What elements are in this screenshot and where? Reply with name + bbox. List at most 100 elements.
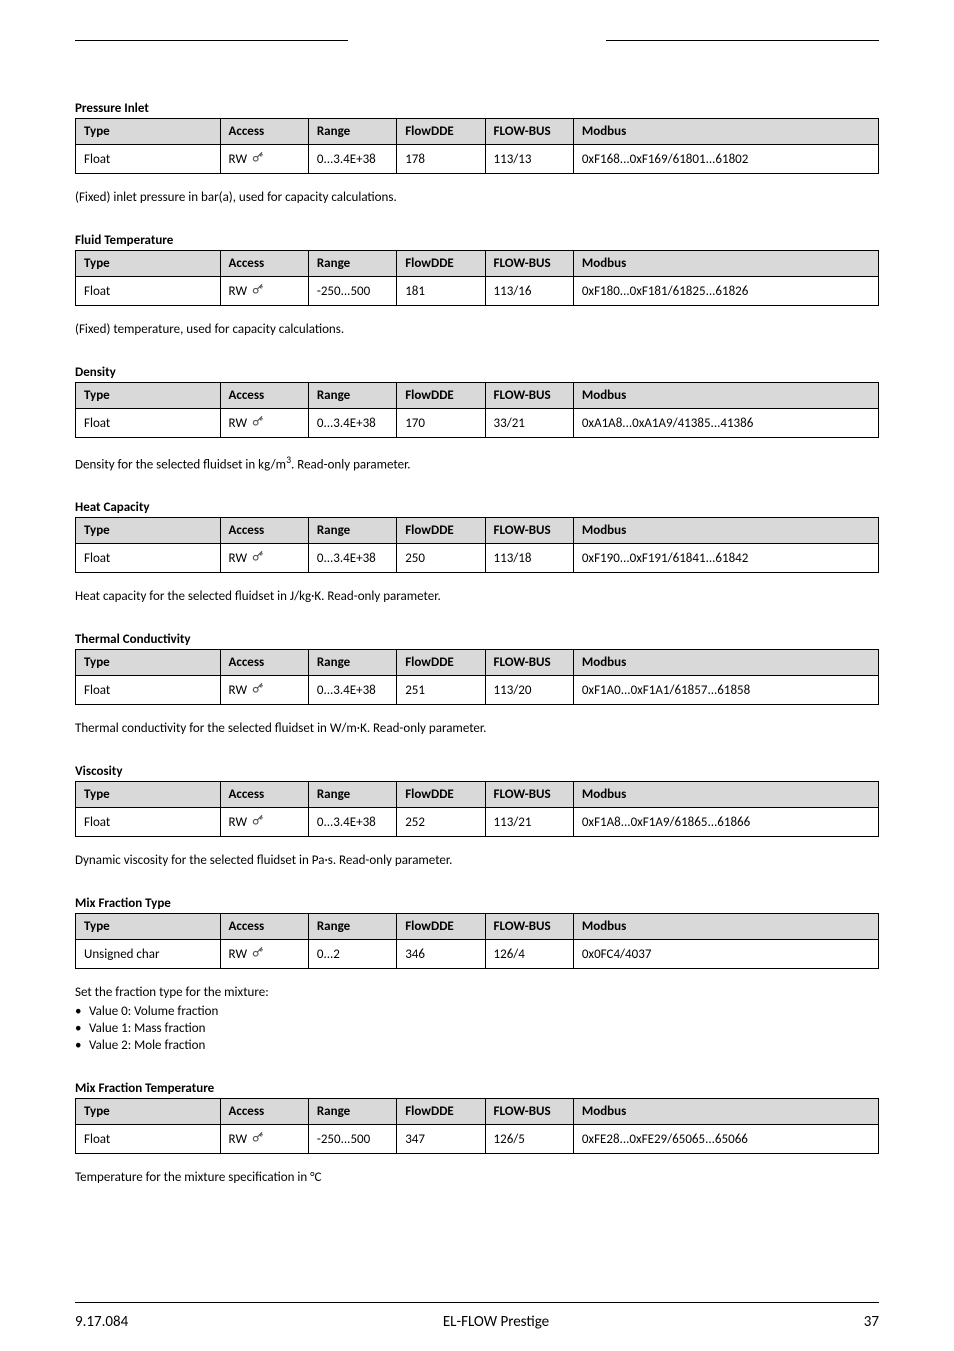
th-access: Access <box>220 782 308 808</box>
key-icon <box>251 414 265 432</box>
th-type: Type <box>76 119 221 145</box>
th-flowbus: FLOW-BUS <box>485 383 573 409</box>
th-flowbus: FLOW-BUS <box>485 782 573 808</box>
param-section: Mix Fraction Type TypeAccessRangeFlowDDEF… <box>75 896 879 1053</box>
th-access: Access <box>220 383 308 409</box>
footer-product: EL-FLOW Prestige <box>443 1313 549 1331</box>
cell-flowdde: 178 <box>397 145 485 174</box>
th-range: Range <box>308 782 396 808</box>
th-flowdde: FlowDDE <box>397 914 485 940</box>
th-type: Type <box>76 782 221 808</box>
cell-flowdde: 252 <box>397 808 485 837</box>
cell-flowdde: 250 <box>397 544 485 573</box>
th-range: Range <box>308 518 396 544</box>
access-value: RW <box>229 551 248 566</box>
table-row: Unsigned charRW0...2346126/40x0FC4/4037 <box>76 940 879 969</box>
th-flowbus: FLOW-BUS <box>485 914 573 940</box>
th-type: Type <box>76 383 221 409</box>
th-range: Range <box>308 914 396 940</box>
param-title: Mix Fraction Temperature <box>75 1081 879 1096</box>
th-modbus: Modbus <box>573 518 878 544</box>
cell-type: Float <box>76 145 221 174</box>
cell-modbus: 0xF1A8...0xF1A9/61865...61866 <box>573 808 878 837</box>
cell-modbus: 0xF190...0xF191/61841...61842 <box>573 544 878 573</box>
th-flowdde: FlowDDE <box>397 518 485 544</box>
cell-flowbus: 113/21 <box>485 808 573 837</box>
param-section: Mix Fraction TemperatureTypeAccessRangeF… <box>75 1081 879 1185</box>
th-modbus: Modbus <box>573 251 878 277</box>
access-value: RW <box>229 683 248 698</box>
cell-flowbus: 113/18 <box>485 544 573 573</box>
cell-range: 0...3.4E+38 <box>308 676 396 705</box>
access-value: RW <box>229 152 248 167</box>
param-title: Viscosity <box>75 764 879 779</box>
param-title: Mix Fraction Type <box>75 896 879 911</box>
cell-range: 0...2 <box>308 940 396 969</box>
param-section: ViscosityTypeAccessRangeFlowDDEFLOW-BUSM… <box>75 764 879 868</box>
table-row: FloatRW0...3.4E+38250113/180xF190...0xF1… <box>76 544 879 573</box>
param-description: Density for the selected fluidset in kg/… <box>75 454 879 472</box>
key-icon <box>251 150 265 168</box>
cell-flowbus: 126/4 <box>485 940 573 969</box>
th-access: Access <box>220 518 308 544</box>
key-icon <box>251 1130 265 1148</box>
param-table: TypeAccessRangeFlowDDEFLOW-BUSModbusFloa… <box>75 250 879 306</box>
param-title: Thermal Conductivity <box>75 632 879 647</box>
th-flowbus: FLOW-BUS <box>485 518 573 544</box>
param-table: TypeAccessRangeFlowDDEFLOW-BUSModbusUnsi… <box>75 913 879 969</box>
cell-access: RW <box>220 544 308 573</box>
access-value: RW <box>229 1132 248 1147</box>
footer-page: 37 <box>864 1313 879 1331</box>
cell-access: RW <box>220 1125 308 1154</box>
table-row: FloatRW-250...500347126/50xFE28...0xFE29… <box>76 1125 879 1154</box>
access-value: RW <box>229 815 248 830</box>
cell-type: Float <box>76 544 221 573</box>
th-flowdde: FlowDDE <box>397 650 485 676</box>
cell-range: 0...3.4E+38 <box>308 808 396 837</box>
cell-range: -250...500 <box>308 1125 396 1154</box>
cell-type: Float <box>76 409 221 438</box>
th-range: Range <box>308 383 396 409</box>
table-row: FloatRW0...3.4E+38251113/200xF1A0...0xF1… <box>76 676 879 705</box>
bullet-item: Value 2: Mole fraction <box>75 1038 879 1053</box>
footer-doc-id: 9.17.084 <box>75 1313 128 1331</box>
th-flowdde: FlowDDE <box>397 782 485 808</box>
cell-flowdde: 181 <box>397 277 485 306</box>
th-flowdde: FlowDDE <box>397 119 485 145</box>
table-row: FloatRW0...3.4E+38178113/130xF168...0xF1… <box>76 145 879 174</box>
th-flowbus: FLOW-BUS <box>485 119 573 145</box>
param-title: Fluid Temperature <box>75 233 879 248</box>
param-table: TypeAccessRangeFlowDDEFLOW-BUSModbusFloa… <box>75 382 879 438</box>
th-range: Range <box>308 1099 396 1125</box>
param-title: Pressure Inlet <box>75 101 879 116</box>
th-modbus: Modbus <box>573 1099 878 1125</box>
th-range: Range <box>308 251 396 277</box>
cell-modbus: 0xA1A8...0xA1A9/41385...41386 <box>573 409 878 438</box>
th-range: Range <box>308 119 396 145</box>
th-flowbus: FLOW-BUS <box>485 1099 573 1125</box>
bullet-item: Value 1: Mass fraction <box>75 1021 879 1036</box>
cell-modbus: 0x0FC4/4037 <box>573 940 878 969</box>
th-modbus: Modbus <box>573 119 878 145</box>
th-flowdde: FlowDDE <box>397 251 485 277</box>
key-icon <box>251 681 265 699</box>
header-bar-right <box>606 40 879 41</box>
th-access: Access <box>220 251 308 277</box>
param-section: Fluid Temperature TypeAccessRangeFlowDDEF… <box>75 233 879 337</box>
th-flowdde: FlowDDE <box>397 1099 485 1125</box>
cell-range: -250...500 <box>308 277 396 306</box>
cell-modbus: 0xFE28...0xFE29/65065...65066 <box>573 1125 878 1154</box>
th-type: Type <box>76 914 221 940</box>
cell-type: Float <box>76 808 221 837</box>
param-table: TypeAccessRangeFlowDDEFLOW-BUSModbusFloa… <box>75 517 879 573</box>
th-type: Type <box>76 251 221 277</box>
key-icon <box>251 945 265 963</box>
cell-range: 0...3.4E+38 <box>308 409 396 438</box>
bullet-item: Value 0: Volume fraction <box>75 1004 879 1019</box>
table-row: FloatRW0...3.4E+3817033/210xA1A8...0xA1A… <box>76 409 879 438</box>
th-type: Type <box>76 650 221 676</box>
cell-access: RW <box>220 676 308 705</box>
access-value: RW <box>229 284 248 299</box>
cell-type: Float <box>76 676 221 705</box>
param-description: Set the fraction type for the mixture:Va… <box>75 985 879 1053</box>
